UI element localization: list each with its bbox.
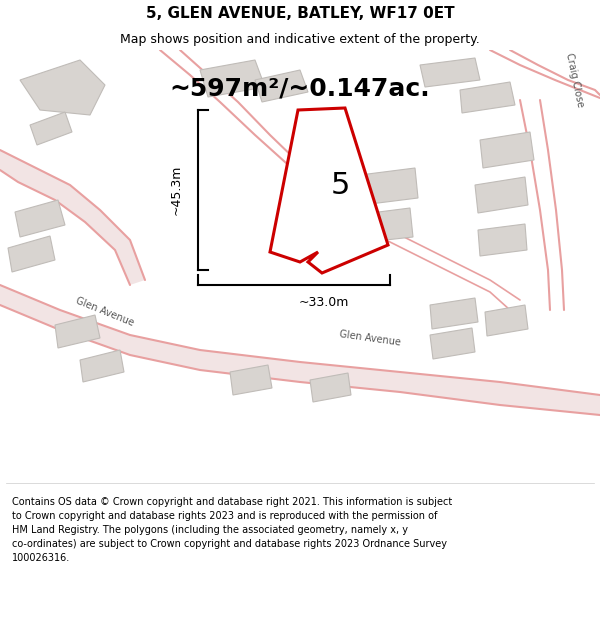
Polygon shape [460, 82, 515, 113]
Text: Map shows position and indicative extent of the property.: Map shows position and indicative extent… [120, 32, 480, 46]
Polygon shape [430, 298, 478, 329]
Text: Glen Avenue: Glen Avenue [74, 296, 136, 328]
Polygon shape [8, 236, 55, 272]
Polygon shape [230, 365, 272, 395]
Text: ~45.3m: ~45.3m [170, 165, 182, 215]
Text: Glen Avenue: Glen Avenue [338, 329, 401, 348]
Polygon shape [80, 350, 124, 382]
Polygon shape [478, 224, 527, 256]
Polygon shape [15, 200, 65, 237]
Polygon shape [360, 168, 418, 205]
Text: ~597m²/~0.147ac.: ~597m²/~0.147ac. [170, 76, 430, 100]
Polygon shape [270, 108, 388, 273]
Text: 5: 5 [331, 171, 350, 199]
Text: Craig Close: Craig Close [565, 52, 586, 108]
Text: ~33.0m: ~33.0m [299, 296, 349, 309]
Polygon shape [255, 70, 308, 102]
Polygon shape [430, 328, 475, 359]
Polygon shape [480, 132, 534, 168]
Polygon shape [55, 315, 100, 348]
Polygon shape [0, 150, 145, 285]
Polygon shape [0, 285, 600, 415]
Polygon shape [355, 208, 413, 243]
Polygon shape [30, 112, 72, 145]
Polygon shape [310, 373, 351, 402]
Polygon shape [420, 58, 480, 87]
Text: Contains OS data © Crown copyright and database right 2021. This information is : Contains OS data © Crown copyright and d… [12, 498, 452, 563]
Text: 5, GLEN AVENUE, BATLEY, WF17 0ET: 5, GLEN AVENUE, BATLEY, WF17 0ET [146, 6, 454, 21]
Polygon shape [200, 60, 265, 97]
Polygon shape [20, 60, 105, 115]
Polygon shape [475, 177, 528, 213]
Polygon shape [485, 305, 528, 336]
